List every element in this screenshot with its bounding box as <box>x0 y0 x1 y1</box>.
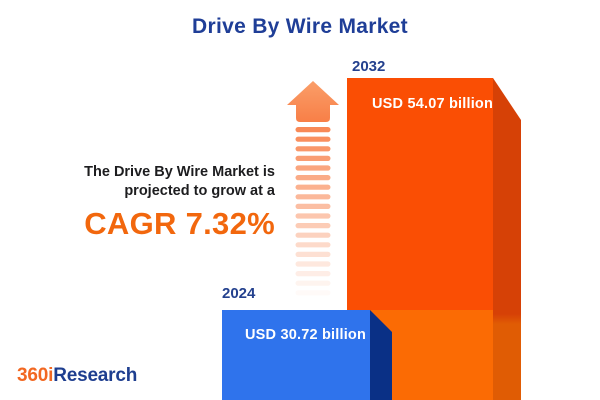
bar-2032-side <box>493 78 521 400</box>
year-label-2024: 2024 <box>222 285 256 302</box>
annotation-block: The Drive By Wire Market is projected to… <box>0 163 275 242</box>
arrow-stripes <box>295 127 331 296</box>
logo-text-research: Research <box>53 365 138 386</box>
logo-text-360i: 360i <box>17 365 54 386</box>
cagr-value: CAGR 7.32% <box>84 206 275 241</box>
brand-logo: 360iResearch <box>17 365 137 387</box>
bar-2032-value: USD 54.07 billion <box>372 96 494 112</box>
annotation-line-1: The Drive By Wire Market is <box>84 164 275 180</box>
bar-2024-value: USD 30.72 billion <box>245 327 367 343</box>
bar-2024-face <box>222 310 370 400</box>
year-label-2032: 2032 <box>352 58 386 75</box>
growth-arrow-icon <box>287 81 339 296</box>
arrow-up-icon <box>287 81 339 122</box>
page-title: Drive By Wire Market <box>192 15 408 38</box>
bar-2024-side <box>370 310 392 400</box>
annotation-line-2: projected to grow at a <box>124 183 275 199</box>
